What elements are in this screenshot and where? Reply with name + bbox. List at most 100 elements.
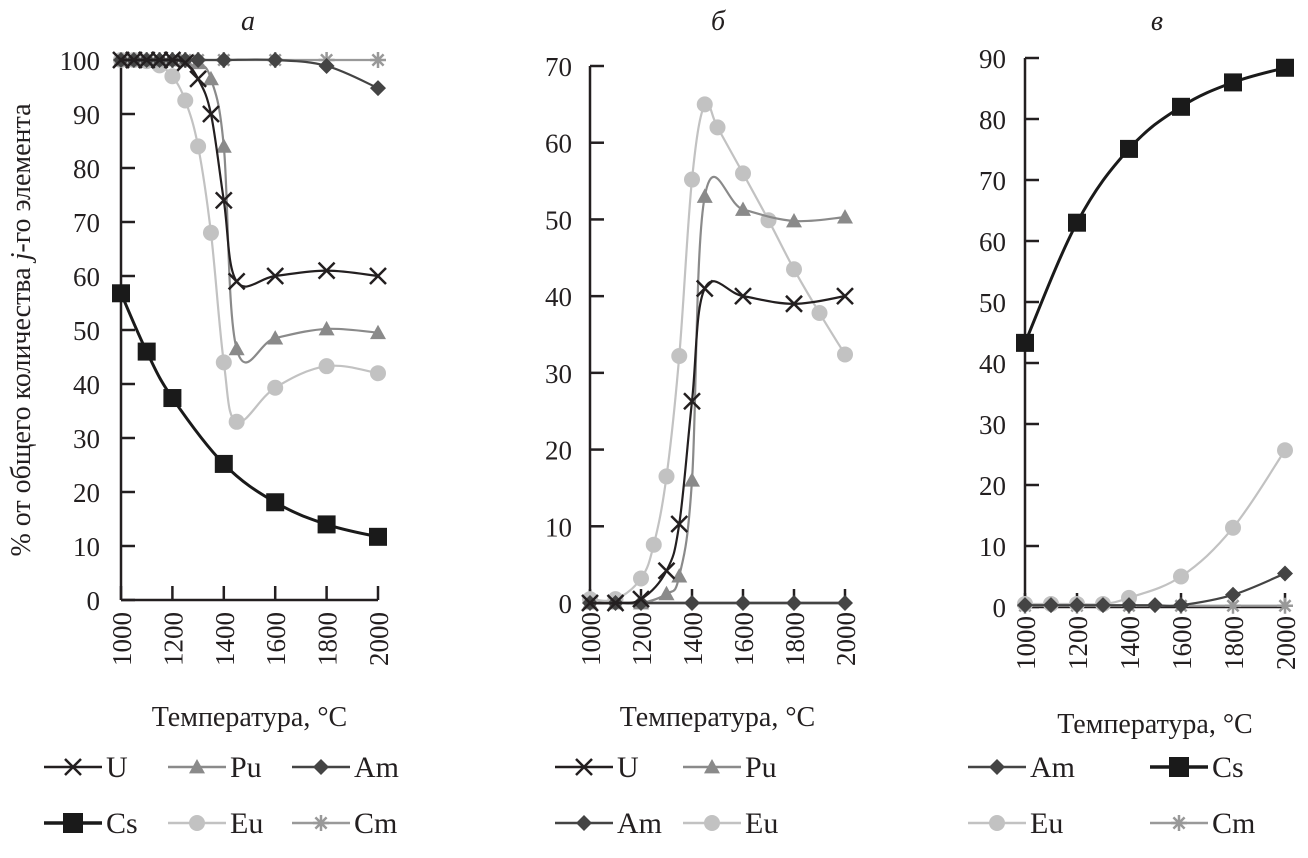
data-point-eu <box>228 413 245 430</box>
legend-item-eu: Eu <box>168 807 263 840</box>
legend-item-eu: Eu <box>683 807 778 840</box>
data-point-u <box>124 51 143 69</box>
data-point-eu <box>1173 568 1189 585</box>
data-point-pu <box>837 209 853 224</box>
data-point-eu <box>658 468 675 485</box>
data-point-u <box>189 70 207 88</box>
x-tick-label: 1200 <box>1063 616 1093 670</box>
legend: U Pu Am Cs Eu Cm <box>44 751 399 840</box>
series-u <box>581 279 854 612</box>
legend-label: Cm <box>1212 807 1255 840</box>
data-point-eu <box>735 165 751 182</box>
legend-marker-cs <box>1169 757 1189 777</box>
data-point-cs <box>1016 333 1034 352</box>
data-point-cs <box>1172 97 1190 116</box>
data-point-u <box>176 53 195 72</box>
data-point-u <box>785 294 803 313</box>
legend-label: Am <box>617 807 662 840</box>
data-point-cs <box>1276 58 1294 77</box>
data-point-eu <box>215 354 232 371</box>
data-point-pu <box>370 324 386 340</box>
data-point-eu <box>267 379 284 396</box>
data-point-eu <box>837 346 853 363</box>
data-point-cs <box>1120 139 1138 158</box>
legend-label: Am <box>354 751 399 784</box>
y-tick-label: 90 <box>979 44 1006 74</box>
data-point-am <box>1121 597 1137 614</box>
data-point-cs <box>266 493 285 512</box>
x-tick-label: 1000 <box>107 612 137 666</box>
y-tick-label: 50 <box>979 288 1006 318</box>
x-tick-label: 1400 <box>1115 616 1145 670</box>
data-point-eu <box>202 224 219 241</box>
legend-marker-am <box>989 759 1005 775</box>
data-point-eu <box>318 358 335 375</box>
data-point-u <box>214 191 233 210</box>
x-tick-label: 1600 <box>729 612 759 666</box>
legend-item-cs: Cs <box>1150 751 1244 784</box>
y-tick-label: 90 <box>73 100 100 130</box>
series-line-u <box>121 58 379 288</box>
data-point-am <box>318 57 335 74</box>
legend-marker-pu <box>189 759 205 774</box>
data-point-u <box>317 261 336 280</box>
x-axis-title: Температура, °C <box>152 702 347 733</box>
data-point-cs <box>1224 73 1242 92</box>
legend-item-pu: Pu <box>683 751 777 784</box>
legend-marker-cm <box>313 815 329 831</box>
data-point-u <box>683 392 701 411</box>
legend-label: Cm <box>354 807 397 840</box>
data-point-am <box>1173 597 1189 614</box>
legend: U Pu Am Eu <box>555 751 778 840</box>
y-tick-label: 20 <box>979 471 1006 501</box>
series-eu <box>582 96 853 608</box>
y-tick-label: 60 <box>545 129 572 159</box>
y-tick-label: 60 <box>73 262 100 292</box>
panel-c: в 0 10 20 30 40 50 60 70 80 90 1000 1200 1400 1600 1800… <box>968 6 1301 840</box>
data-point-eu <box>684 171 700 188</box>
legend-label: U <box>106 751 128 784</box>
data-point-pu <box>735 201 751 216</box>
panel-title: в <box>1151 6 1163 37</box>
data-point-u <box>137 51 156 69</box>
data-point-cs <box>369 527 387 546</box>
data-point-u <box>836 287 854 306</box>
data-point-eu <box>786 261 802 278</box>
data-point-u <box>227 272 246 291</box>
data-point-u <box>632 590 650 609</box>
y-tick-label: 30 <box>545 359 572 389</box>
data-point-cs <box>137 342 156 361</box>
series-line-cs <box>1023 66 1286 344</box>
legend-marker-cs <box>63 813 83 833</box>
data-point-eu <box>645 536 662 553</box>
data-point-am <box>1277 565 1293 582</box>
data-point-eu <box>811 305 828 322</box>
x-axis-title: Температура, °C <box>620 702 815 733</box>
data-point-cs <box>214 454 233 473</box>
data-point-eu <box>370 365 386 382</box>
y-tick-label: 30 <box>979 410 1006 440</box>
panel-b: б 0 10 20 30 40 50 60 70 1000 1200 1400 1600 1800 2000… <box>545 6 861 840</box>
data-point-cs <box>317 515 336 534</box>
legend-item-cs: Cs <box>44 807 138 840</box>
y-tick-label: 10 <box>979 532 1006 562</box>
y-tick-label: 50 <box>73 316 100 346</box>
series-eu <box>113 52 386 430</box>
data-point-am <box>1147 597 1163 614</box>
data-point-u <box>606 594 625 612</box>
data-point-am <box>267 52 284 68</box>
data-point-am <box>837 595 853 611</box>
series-line-pu <box>590 176 846 605</box>
legend-label: Pu <box>745 751 777 784</box>
series-pu <box>582 176 853 610</box>
x-tick-label: 1200 <box>158 612 188 666</box>
series-am <box>1017 565 1293 614</box>
data-point-cm <box>1225 597 1241 614</box>
panel-a: а 0 10 20 30 40 50 60 70 80 90 100 1000 1200 1400 1600 1… <box>44 6 399 840</box>
legend-item-cm: Cm <box>292 807 397 840</box>
x-tick-label: 1200 <box>627 612 657 666</box>
data-point-u <box>112 51 130 69</box>
y-tick-label: 40 <box>545 282 572 312</box>
data-point-eu <box>1277 442 1293 459</box>
data-point-pu <box>215 138 232 153</box>
